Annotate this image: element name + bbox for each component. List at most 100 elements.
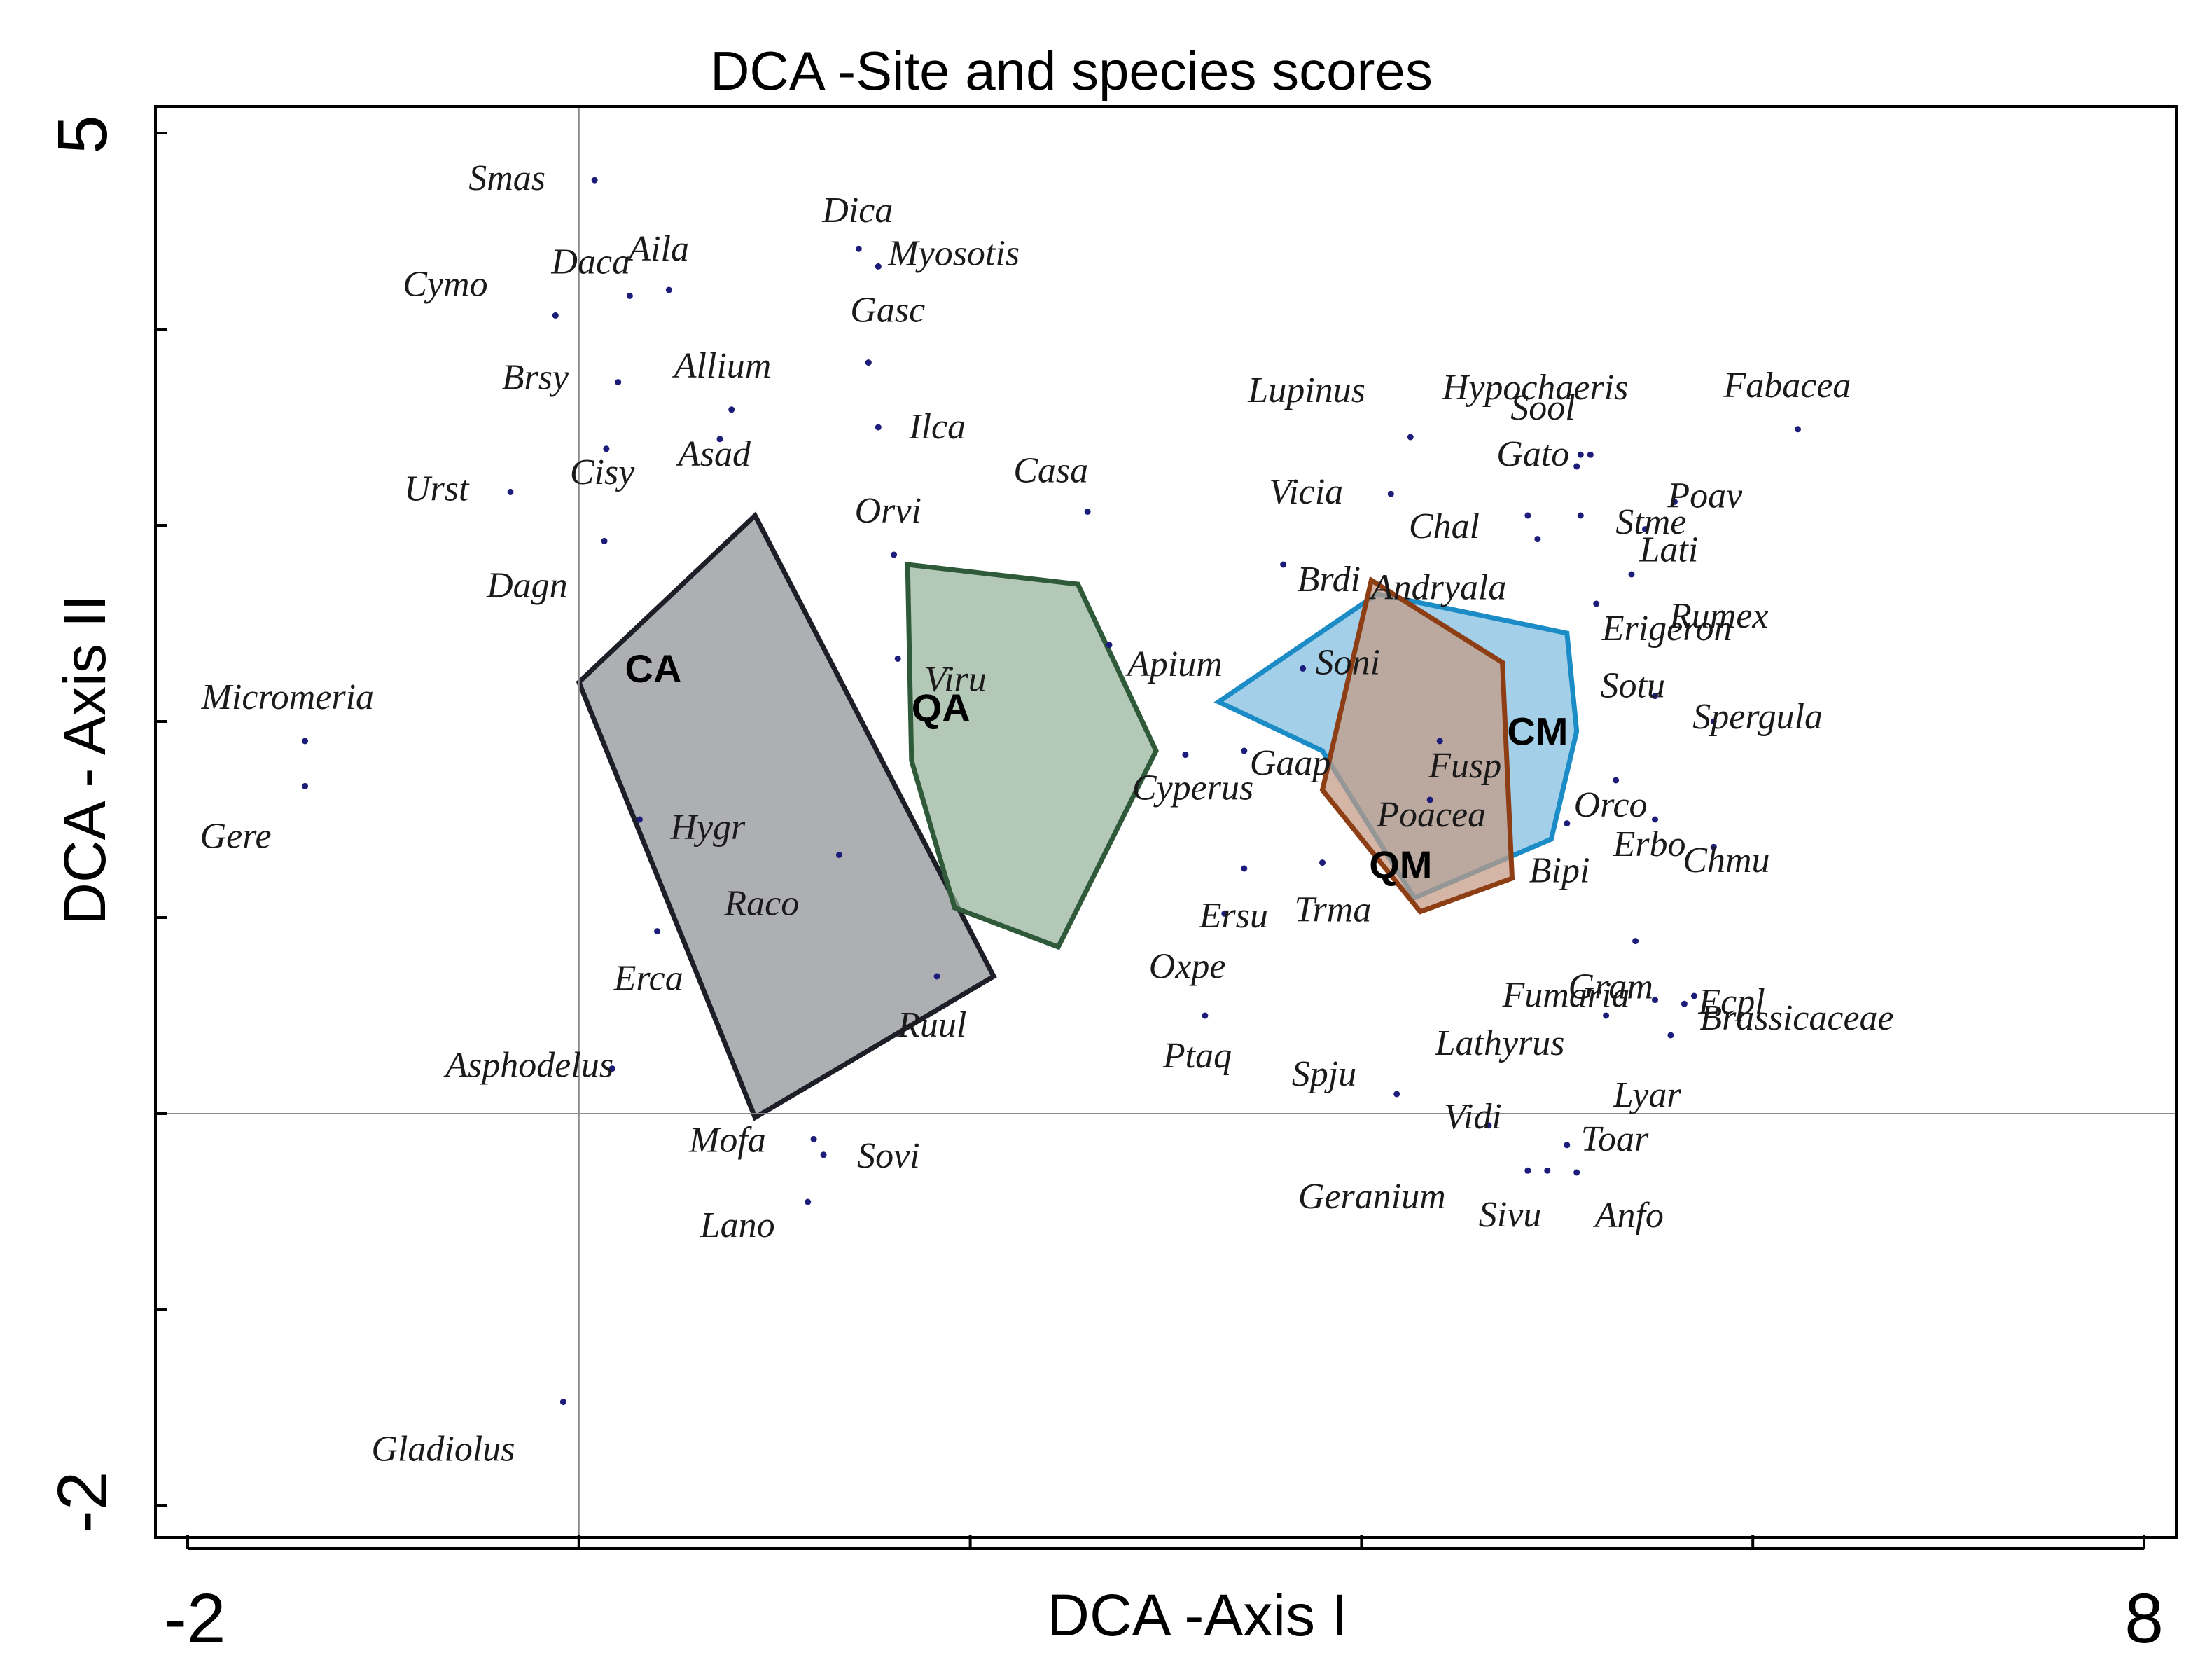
species-point-smas: [591, 177, 598, 184]
frame-layer: [154, 105, 2178, 1550]
species-point-ersu: [1241, 865, 1248, 872]
species-label-gram: Gram: [1568, 967, 1653, 1007]
species-label-apium: Apium: [1125, 644, 1223, 684]
species-label-trma: Trma: [1295, 890, 1372, 930]
species-point-fusp: [1436, 738, 1443, 745]
species-point-gram: [1632, 938, 1639, 945]
species-label-myosotis: Myosotis: [887, 233, 1020, 273]
species-label-ptaq: Ptaq: [1162, 1036, 1232, 1076]
species-label-vicia: Vicia: [1269, 472, 1343, 512]
group-polygon-qm: [1319, 576, 1515, 915]
species-point-ecpl: [1681, 1000, 1688, 1007]
species-point-gaap: [1241, 747, 1248, 754]
species-label-gato: Gato: [1496, 434, 1569, 474]
species-label-ecpl: Ecpl: [1697, 982, 1765, 1022]
species-label-ersu: Ersu: [1199, 896, 1268, 936]
species-label-fusp: Fusp: [1428, 746, 1501, 786]
species-point-toar: [1564, 1142, 1571, 1149]
species-point-gato: [1587, 451, 1594, 458]
group-label-ca: CA: [625, 646, 682, 691]
species-label-chmu: Chmu: [1683, 841, 1769, 880]
species-label-daca: Daca: [550, 242, 630, 282]
species-label-lano: Lano: [700, 1205, 775, 1245]
species-label-erbo: Erbo: [1613, 824, 1686, 864]
species-label-dica: Dica: [821, 191, 893, 230]
species-point-bipi: [1564, 820, 1571, 827]
species-point-vicia: [1387, 490, 1394, 497]
species-label-raco: Raco: [723, 883, 799, 923]
y-tick-label-max: 5: [43, 115, 122, 154]
species-label-sool: Sool: [1510, 388, 1575, 428]
species-point-lathyrus: [1603, 1012, 1610, 1019]
species-point-anfo: [1573, 1169, 1580, 1176]
group-label-qa: QA: [912, 686, 971, 730]
species-label-orvi: Orvi: [855, 491, 921, 531]
species-point-orvi: [891, 551, 898, 558]
species-point-cyperus: [1182, 752, 1189, 759]
species-label-orco: Orco: [1574, 785, 1648, 825]
species-label-spergula: Spergula: [1692, 697, 1823, 737]
species-point-casa: [1084, 508, 1091, 515]
species-label-erca: Erca: [613, 959, 683, 999]
species-point-lano: [805, 1198, 812, 1205]
species-label-andryala: Andryala: [1369, 568, 1507, 608]
species-point-hygr: [636, 816, 643, 823]
x-axis-title: DCA -Axis I: [1047, 1582, 1347, 1648]
species-label-spju: Spju: [1292, 1054, 1356, 1094]
species-label-cyperus: Cyperus: [1132, 768, 1253, 808]
species-label-gladiolus: Gladiolus: [371, 1430, 515, 1469]
species-point-trma: [1319, 859, 1326, 866]
species-label-urst: Urst: [404, 469, 470, 509]
species-point-viru: [894, 655, 901, 662]
species-point-fabacea: [1795, 426, 1801, 433]
species-point-hypochaeris: [1573, 463, 1580, 470]
species-point-gasc: [865, 359, 872, 366]
species-label-brdi: Brdi: [1298, 560, 1361, 600]
species-label-aila: Aila: [626, 229, 689, 269]
species-point-dica: [855, 245, 862, 252]
species-label-poacea: Poacea: [1376, 795, 1486, 835]
species-point-chal: [1524, 512, 1531, 519]
point-layer: [302, 177, 1801, 1406]
species-label-lathyrus: Lathyrus: [1435, 1023, 1565, 1063]
group-label-cm: CM: [1507, 710, 1568, 754]
species-point-brsy: [615, 379, 622, 386]
species-label-lupinus: Lupinus: [1247, 371, 1365, 410]
refline-layer: [155, 106, 2176, 1537]
species-point-rumex: [1628, 571, 1635, 578]
species-label-bipi: Bipi: [1529, 851, 1590, 891]
species-label-gasc: Gasc: [850, 291, 925, 331]
species-label-gere: Gere: [200, 816, 272, 856]
species-label-brsy: Brsy: [502, 358, 569, 398]
species-point-sivu: [1544, 1167, 1551, 1174]
species-label-vidi: Vidi: [1444, 1097, 1502, 1137]
species-point-raco: [835, 851, 842, 858]
species-label-lati: Lati: [1639, 530, 1699, 570]
species-point-brdi: [1280, 561, 1287, 568]
species-label-geranium: Geranium: [1298, 1177, 1446, 1217]
species-point-cymo: [552, 312, 559, 319]
species-label-chal: Chal: [1409, 506, 1480, 546]
species-point-lyar: [1667, 1032, 1674, 1039]
species-point-apium: [1106, 642, 1113, 649]
x-tick-label-max: 8: [2124, 1579, 2164, 1658]
species-point-andryala: [1534, 536, 1541, 543]
species-point-asad: [716, 436, 723, 443]
species-point-orco: [1613, 777, 1620, 784]
species-point-micromeria: [302, 738, 309, 745]
species-point-ruul: [933, 973, 940, 980]
y-tick-label-min: -2: [43, 1472, 122, 1534]
species-point-cisy: [603, 445, 610, 452]
species-label-anfo: Anfo: [1593, 1196, 1664, 1236]
species-point-allium: [728, 406, 735, 413]
species-label-fumaria: Fumaria: [1502, 976, 1630, 1016]
species-point-urst: [507, 488, 514, 495]
species-label-rumex: Rumex: [1669, 596, 1768, 636]
species-point-vidi: [1485, 1122, 1492, 1129]
species-label-asphodelus: Asphodelus: [443, 1046, 613, 1086]
species-label-ilca: Ilca: [908, 407, 966, 447]
species-point-brassicaceae: [1690, 992, 1697, 999]
species-point-ptaq: [1202, 1012, 1209, 1019]
